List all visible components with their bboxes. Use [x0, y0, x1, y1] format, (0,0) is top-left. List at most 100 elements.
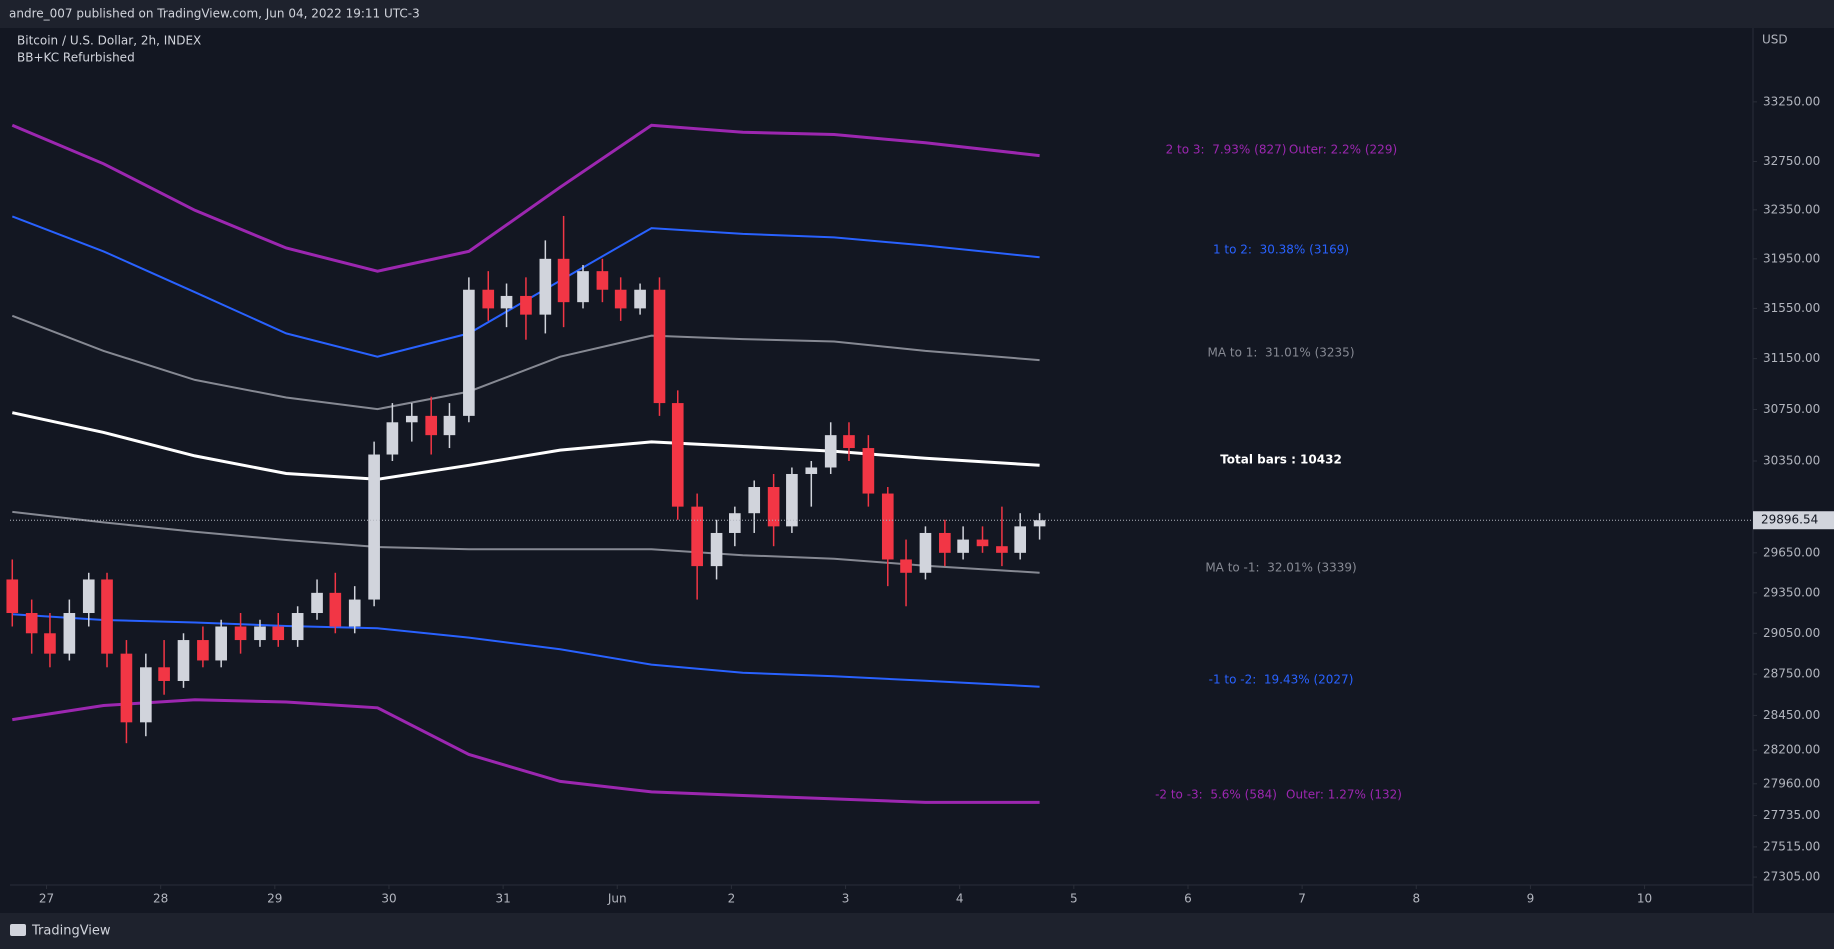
- candle-body: [101, 579, 113, 654]
- candle-body: [329, 592, 342, 627]
- candle-body: [710, 532, 723, 567]
- candle-body: [368, 454, 380, 600]
- x-tick-label: 10: [1637, 892, 1652, 906]
- candle-body: [177, 640, 190, 681]
- candle-body: [900, 559, 912, 573]
- candle-body: [957, 539, 969, 553]
- logo: [10, 924, 26, 936]
- candle-body: [557, 258, 570, 303]
- candle-body: [939, 532, 951, 553]
- band-line: [12, 510, 1040, 574]
- annotation: Outer: 1.27% (132): [1286, 788, 1402, 802]
- chart-title: Bitcoin / U.S. Dollar, 2h, INDEX: [17, 34, 201, 48]
- annotation: MA to -1: 32.01% (3339): [1205, 561, 1356, 575]
- candle-body: [748, 487, 761, 514]
- last-price-tag: [1753, 511, 1834, 530]
- candle-body: [311, 592, 323, 614]
- candle-body: [1033, 520, 1046, 527]
- x-tick-label: 28: [153, 892, 168, 906]
- band-line: [11, 314, 1040, 411]
- candle-body: [158, 667, 170, 681]
- y-tick-label: 29050.00: [1763, 626, 1820, 640]
- candle-body: [596, 271, 609, 290]
- band-line: [12, 698, 1040, 804]
- x-tick-label: 27: [39, 892, 54, 906]
- y-tick-label: 31950.00: [1763, 251, 1820, 265]
- header-bar: [0, 0, 1834, 28]
- candle-body: [767, 487, 780, 527]
- candle-body: [996, 546, 1008, 553]
- y-tick-label: 27515.00: [1763, 839, 1820, 853]
- candle-body: [386, 422, 399, 455]
- candle-body: [291, 613, 304, 641]
- band-line: [11, 123, 1040, 273]
- x-tick-label: Jun: [607, 892, 627, 906]
- candle-body: [976, 539, 989, 547]
- annotation: 2 to 3: 7.93% (827): [1166, 143, 1287, 157]
- candle-body: [405, 415, 418, 423]
- candle-body: [577, 271, 589, 303]
- y-tick-label: 30350.00: [1763, 453, 1820, 467]
- x-tick-label: 7: [1298, 892, 1306, 906]
- y-tick-label: 27735.00: [1763, 808, 1820, 822]
- candle-body: [197, 640, 209, 661]
- y-tick-label: 27960.00: [1763, 776, 1820, 790]
- candle-body: [140, 667, 152, 723]
- candle-body: [25, 613, 38, 634]
- candle-body: [614, 289, 627, 309]
- candle-body: [425, 415, 438, 436]
- y-tick-label: 28750.00: [1763, 667, 1820, 681]
- footer-bar: [0, 913, 1834, 949]
- annotation: -2 to -3: 5.6% (584): [1155, 788, 1277, 802]
- y-tick-label: 32750.00: [1763, 154, 1820, 168]
- candle-body: [671, 403, 684, 507]
- candle-body: [272, 626, 285, 641]
- x-tick-label: 8: [1412, 892, 1420, 906]
- candle-body: [843, 435, 855, 449]
- candle-body: [881, 493, 894, 560]
- candle-body: [44, 633, 56, 654]
- x-tick-label: 4: [956, 892, 964, 906]
- candle-body: [463, 289, 475, 416]
- annotation: Total bars : 10432: [1220, 453, 1342, 467]
- candle-body: [824, 435, 837, 468]
- candle-body: [63, 613, 76, 654]
- last-price-label: 29896.54: [1761, 513, 1818, 527]
- chart-subtitle: BB+KC Refurbished: [17, 51, 135, 65]
- candle-body: [729, 513, 741, 533]
- x-tick-label: 30: [381, 892, 396, 906]
- candle-body: [234, 626, 247, 641]
- candle-body: [634, 289, 646, 309]
- x-tick-label: 6: [1184, 892, 1192, 906]
- candle-body: [82, 579, 95, 614]
- candle-body: [691, 506, 703, 567]
- x-tick-label: 3: [842, 892, 850, 906]
- candle-body: [1014, 526, 1027, 553]
- candle-body: [215, 626, 227, 661]
- candle-body: [653, 289, 666, 404]
- candle-body: [254, 626, 266, 641]
- candle-body: [482, 289, 495, 309]
- band-line: [11, 215, 1040, 358]
- candle-body: [443, 415, 456, 436]
- y-tick-label: 33250.00: [1763, 94, 1820, 108]
- candle-body: [348, 599, 361, 627]
- y-tick-label: 28200.00: [1763, 743, 1820, 757]
- candle-body: [805, 467, 818, 474]
- candle-body: [919, 532, 932, 573]
- x-tick-label: 2: [728, 892, 736, 906]
- candle-body: [539, 258, 552, 315]
- candle-body: [500, 295, 513, 309]
- candle-body: [520, 295, 532, 315]
- candle-body: [786, 473, 798, 527]
- annotation: MA to 1: 31.01% (3235): [1207, 346, 1354, 360]
- axis-unit: USD: [1762, 33, 1788, 47]
- y-tick-label: 28450.00: [1763, 708, 1820, 722]
- x-tick-label: 31: [495, 892, 510, 906]
- y-tick-label: 31550.00: [1763, 301, 1820, 315]
- annotation: Outer: 2.2% (229): [1289, 143, 1397, 157]
- y-tick-label: 29650.00: [1763, 545, 1820, 559]
- y-tick-label: 32350.00: [1763, 202, 1820, 216]
- y-tick-label: 30750.00: [1763, 402, 1820, 416]
- band-line: [12, 613, 1040, 688]
